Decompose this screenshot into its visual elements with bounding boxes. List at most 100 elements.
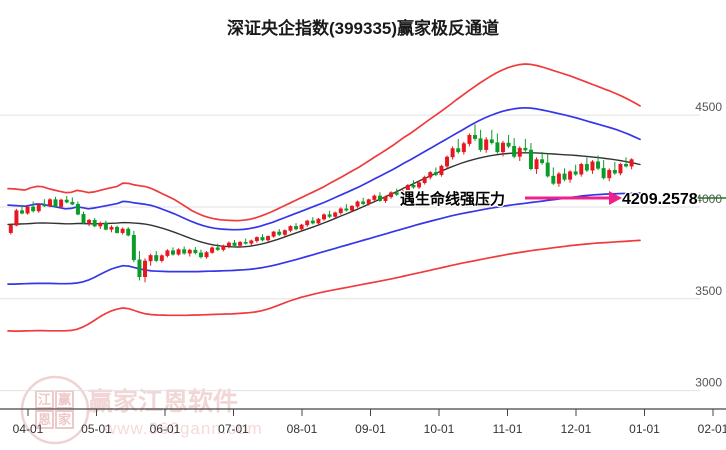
candlestick xyxy=(221,244,226,252)
candle-body xyxy=(495,142,500,153)
candle-body xyxy=(193,249,198,254)
x-tick-label-04-01: 04-01 xyxy=(13,422,44,436)
candlestick xyxy=(573,164,578,176)
candle-body xyxy=(461,143,466,153)
candle-body xyxy=(198,252,203,258)
candle-body xyxy=(249,240,254,244)
candle-body xyxy=(148,255,153,262)
candlestick xyxy=(109,225,114,233)
candle-body xyxy=(528,149,533,169)
price-marker-label: 4209.2578 xyxy=(622,191,698,208)
candle-body xyxy=(14,210,19,226)
candlestick xyxy=(316,217,321,225)
candlestick xyxy=(389,191,394,199)
candlestick xyxy=(322,213,326,221)
candlestick xyxy=(64,195,69,204)
candlestick xyxy=(523,138,528,152)
candlestick xyxy=(506,134,511,149)
candle-body xyxy=(19,210,24,214)
candlestick xyxy=(8,224,13,235)
candlestick xyxy=(288,225,293,233)
candle-body xyxy=(551,175,556,184)
candlestick xyxy=(461,141,466,155)
candle-body xyxy=(411,185,416,188)
candlestick xyxy=(590,160,595,174)
band-lower-inner-band xyxy=(7,192,641,285)
x-tick-label-02-01: 02-01 xyxy=(698,422,726,436)
candle-body xyxy=(377,195,382,201)
candle-body xyxy=(405,185,410,192)
candle-body xyxy=(484,139,489,150)
candlestick xyxy=(126,227,131,237)
candlestick xyxy=(277,228,282,236)
candle-body xyxy=(573,171,578,175)
candlestick xyxy=(243,238,248,245)
candle-body xyxy=(517,147,522,157)
candlestick xyxy=(456,138,461,154)
candlestick xyxy=(249,239,254,246)
candle-body xyxy=(232,242,237,246)
x-tick-label-07-01: 07-01 xyxy=(218,422,249,436)
x-tick-label-12-01: 12-01 xyxy=(561,422,592,436)
candlestick xyxy=(528,143,533,171)
candlestick xyxy=(294,223,299,231)
candle-body xyxy=(322,214,326,220)
candlestick xyxy=(411,180,416,189)
candle-body xyxy=(355,201,360,207)
candle-body xyxy=(238,241,243,246)
gridlines xyxy=(0,114,700,392)
candlestick xyxy=(333,211,338,219)
x-tick-label-06-01: 06-01 xyxy=(150,422,181,436)
candle-body xyxy=(187,249,192,254)
candle-body xyxy=(473,135,477,139)
candlestick xyxy=(556,172,561,187)
watermark-seal-char-1: 江 xyxy=(38,392,51,407)
watermark-seal-char-2: 赢 xyxy=(58,392,71,407)
candlestick xyxy=(182,246,187,255)
y-tick-label-4000: 4000 xyxy=(695,192,722,206)
candlestick xyxy=(579,162,584,177)
candlestick xyxy=(394,188,399,196)
candlestick xyxy=(81,211,86,225)
candlestick xyxy=(103,220,108,231)
candlestick xyxy=(355,200,360,209)
candle-body xyxy=(394,192,399,195)
candlestick xyxy=(612,161,617,175)
candlestick xyxy=(299,223,304,231)
candle-body xyxy=(523,147,528,151)
candle-body xyxy=(366,199,371,204)
candlestick xyxy=(137,251,142,281)
candle-body xyxy=(271,231,276,237)
candlestick xyxy=(70,197,75,206)
watermark-brand-text: 赢家江恩软件 xyxy=(88,387,238,416)
candle-body xyxy=(629,159,634,167)
candlestick xyxy=(624,157,629,168)
candle-body xyxy=(210,247,215,253)
candlestick xyxy=(584,157,589,173)
candlestick xyxy=(568,170,573,183)
candlestick xyxy=(226,241,231,249)
candle-body xyxy=(607,169,612,179)
candle-body xyxy=(36,204,41,212)
candlestick xyxy=(417,181,422,189)
candle-body xyxy=(568,171,573,180)
pressure-arrow-head xyxy=(609,191,622,205)
candlestick xyxy=(484,137,489,153)
candle-body xyxy=(389,192,394,198)
candle-body xyxy=(143,260,148,277)
candlestick xyxy=(143,258,148,283)
candle-body xyxy=(383,196,388,201)
candle-body xyxy=(506,142,511,147)
candle-body xyxy=(456,148,461,153)
candlestick xyxy=(405,183,410,193)
candle-body xyxy=(159,255,164,261)
candle-body xyxy=(596,161,601,169)
candlestick xyxy=(171,247,175,256)
x-tick-label-01-01: 01-01 xyxy=(629,422,660,436)
candle-body xyxy=(176,249,181,255)
candlestick xyxy=(445,155,450,169)
pressure-annotation-label: 遇生命线强压力 xyxy=(400,190,505,208)
candlestick xyxy=(187,248,192,257)
candle-body xyxy=(489,139,494,143)
